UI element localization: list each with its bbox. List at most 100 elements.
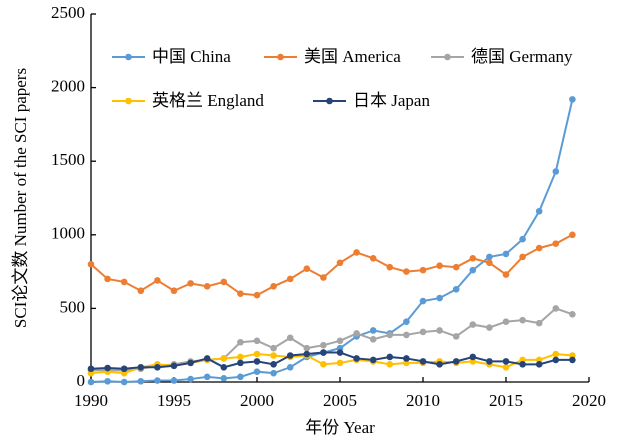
data-point (419, 328, 427, 336)
data-point (120, 365, 128, 373)
legend-marker (125, 97, 132, 105)
data-point (220, 355, 228, 362)
data-point (270, 369, 277, 377)
data-point (519, 361, 526, 368)
data-point (419, 297, 427, 305)
x-tick-label: 2020 (572, 391, 606, 410)
data-point (237, 353, 244, 361)
data-point (303, 265, 311, 272)
data-point (170, 287, 178, 295)
data-point (203, 283, 211, 290)
y-tick-label: 1500 (51, 150, 85, 169)
data-point (403, 318, 410, 325)
data-point (535, 207, 543, 215)
data-point (137, 287, 145, 295)
x-tick-label: 1990 (74, 391, 108, 410)
data-point (286, 334, 294, 342)
data-point (336, 349, 344, 356)
data-point (104, 364, 111, 372)
legend-label: 日本 Japan (353, 91, 430, 110)
data-point (502, 250, 510, 258)
data-point (220, 278, 228, 286)
data-point (320, 341, 327, 349)
x-tick-label: 2015 (489, 391, 523, 410)
legend-label: 美国 America (304, 47, 401, 66)
data-point (552, 350, 560, 358)
data-point (270, 361, 277, 368)
data-point (104, 275, 111, 283)
data-point (286, 275, 294, 283)
data-point (203, 355, 211, 362)
data-point (187, 359, 194, 367)
y-tick-label: 1000 (51, 224, 85, 243)
data-point (569, 96, 576, 103)
data-point (386, 353, 394, 361)
data-point (403, 355, 410, 362)
data-point (419, 266, 427, 274)
data-point (353, 330, 360, 337)
data-point (270, 352, 277, 359)
data-point (452, 358, 460, 365)
data-point (253, 368, 261, 375)
data-point (353, 249, 360, 256)
data-point (469, 321, 477, 328)
data-point (502, 358, 510, 365)
data-point (87, 260, 95, 268)
data-point (452, 285, 460, 293)
y-tick-label: 500 (60, 297, 86, 316)
series-line (90, 233, 573, 297)
data-point (270, 344, 277, 352)
data-point (386, 331, 394, 339)
data-point (519, 316, 526, 324)
data-point (237, 338, 244, 346)
y-axis-label: SCI论文数 Number of the SCI papers (11, 68, 30, 328)
data-point (452, 333, 460, 340)
data-point (469, 353, 477, 361)
series-line (90, 353, 573, 375)
data-point (419, 358, 427, 365)
y-tick-label: 2500 (51, 3, 85, 22)
data-point (519, 253, 526, 261)
y-tick-label: 0 (77, 371, 86, 390)
data-point (220, 375, 228, 382)
data-point (452, 263, 460, 271)
data-point (403, 331, 410, 339)
data-point (170, 377, 178, 384)
data-point (552, 168, 560, 175)
data-point (535, 244, 543, 252)
data-point (502, 363, 510, 371)
data-point (220, 363, 228, 371)
data-point (320, 349, 327, 356)
legend-label: 中国 China (152, 47, 231, 66)
data-point (87, 365, 95, 373)
data-point (253, 358, 261, 365)
data-point (486, 358, 493, 365)
data-point (137, 377, 145, 385)
x-tick-label: 2000 (240, 391, 274, 410)
data-point (552, 240, 560, 247)
y-tick-label: 2000 (51, 77, 85, 96)
data-point (436, 361, 443, 368)
data-point (436, 262, 443, 270)
data-point (436, 294, 443, 302)
data-point (336, 337, 344, 345)
legend-marker (125, 53, 132, 61)
data-point (552, 305, 560, 312)
data-point (253, 337, 261, 345)
x-tick-label: 2010 (406, 391, 440, 410)
data-point (502, 271, 510, 278)
data-point (469, 266, 477, 274)
series-line (90, 99, 574, 384)
data-point (303, 350, 311, 358)
legend-label: 德国 Germany (471, 47, 573, 66)
data-point (120, 378, 128, 386)
data-point (386, 263, 394, 271)
data-point (519, 235, 526, 243)
data-point (403, 268, 410, 275)
data-point (286, 352, 294, 359)
data-point (303, 344, 311, 352)
data-point (436, 327, 443, 334)
x-axis-label: 年份 Year (305, 418, 375, 437)
data-point (237, 290, 244, 297)
